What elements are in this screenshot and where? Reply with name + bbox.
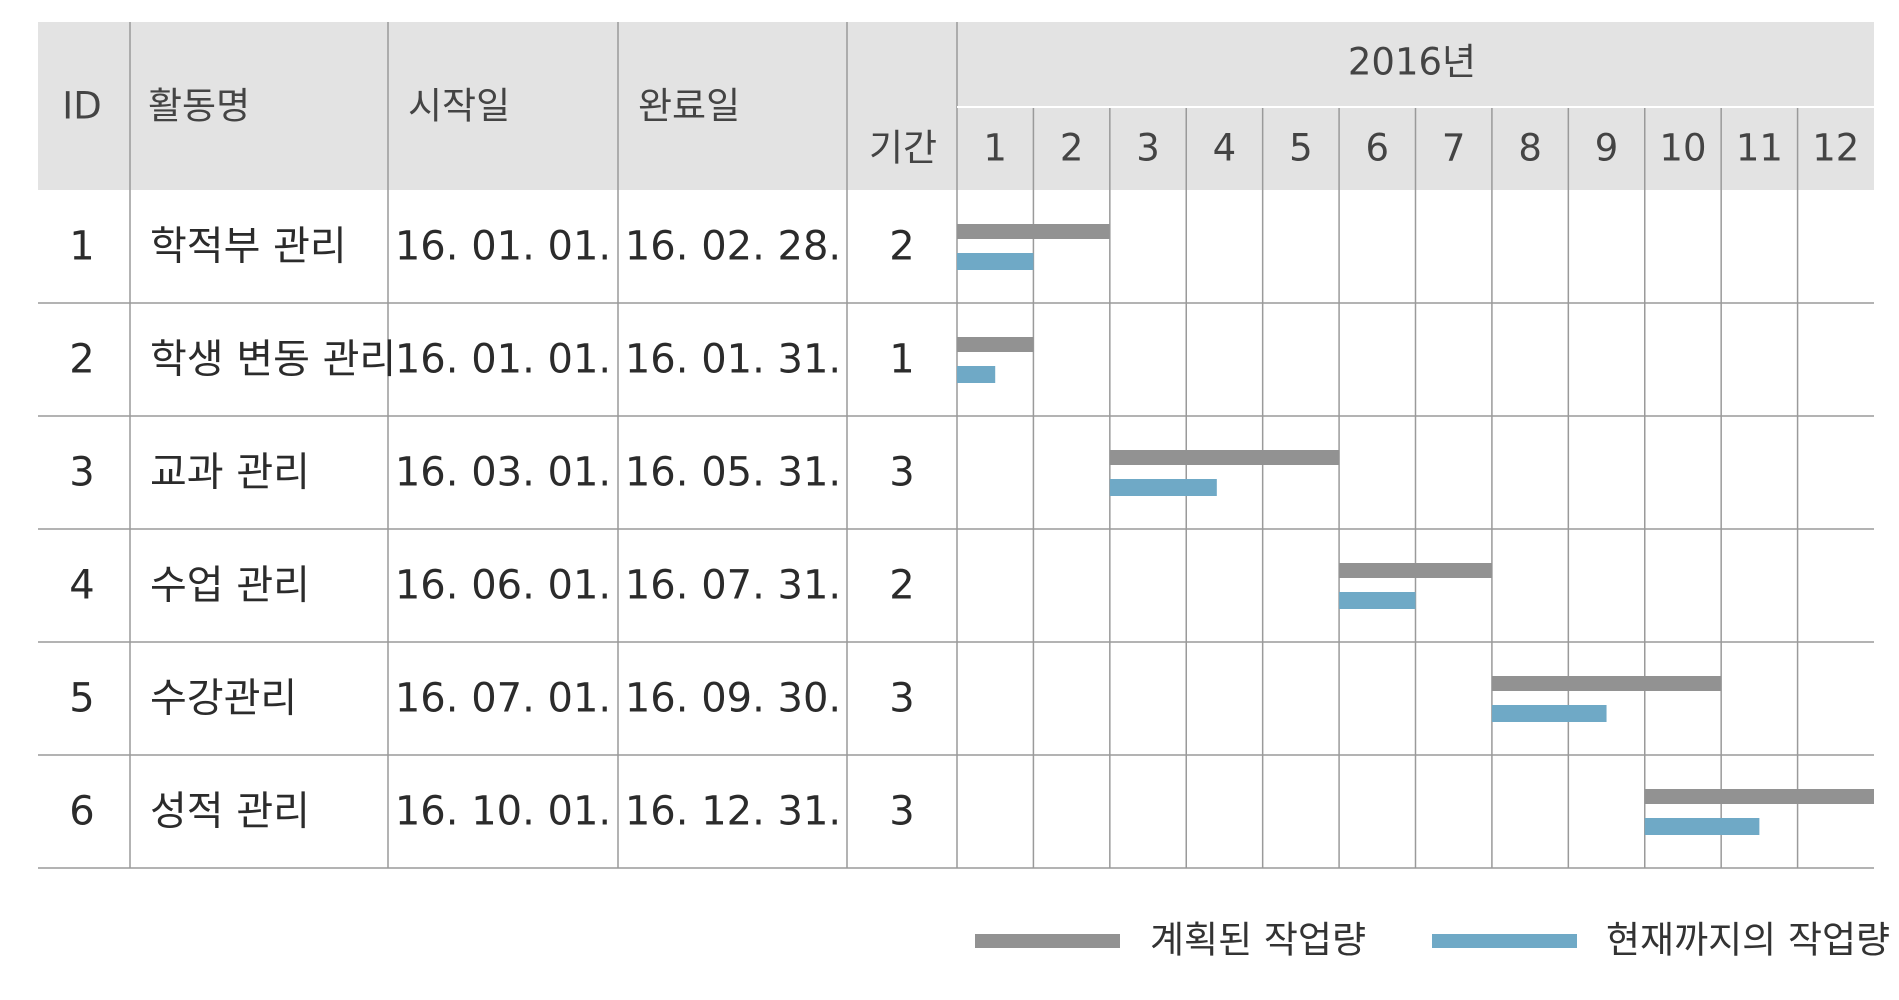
cell-activity-name: 성적 관리 (150, 789, 310, 835)
cell-duration: 3 (889, 450, 914, 496)
month-label: 9 (1595, 127, 1619, 170)
cell-end-date: 16. 05. 31. (625, 450, 841, 496)
month-label: 5 (1289, 127, 1313, 170)
month-label: 7 (1442, 127, 1466, 170)
cell-duration: 3 (889, 676, 914, 722)
cell-start-date: 16. 01. 01. (395, 224, 611, 270)
month-label: 12 (1812, 127, 1859, 170)
cell-end-date: 16. 02. 28. (625, 224, 841, 270)
header-end-date: 완료일 (638, 85, 740, 128)
planned-bar (1491, 676, 1722, 691)
cell-end-date: 16. 09. 30. (625, 676, 841, 722)
month-header-labels: 1 2 3 4 5 6 7 8 9 10 11 12 (983, 127, 1859, 170)
cell-id: 3 (69, 450, 94, 496)
cell-duration: 1 (889, 337, 914, 383)
actual-bar (1109, 479, 1217, 496)
legend-planned-swatch (975, 934, 1120, 948)
actual-bar (1491, 705, 1607, 722)
month-label: 1 (983, 127, 1007, 170)
header-start-date: 시작일 (408, 85, 510, 128)
cell-id: 6 (69, 789, 94, 835)
header-activity-name: 활동명 (148, 85, 250, 128)
cell-duration: 2 (889, 563, 914, 609)
month-label: 10 (1659, 127, 1706, 170)
planned-bar (957, 224, 1110, 239)
month-label: 6 (1366, 127, 1390, 170)
cell-activity-name: 교과 관리 (150, 450, 310, 496)
table-rows: 1 학적부 관리 16. 01. 01. 16. 02. 28. 22 학생 변동 관리1… (69, 224, 914, 835)
cell-start-date: 16. 07. 01. (395, 676, 611, 722)
actual-bar (957, 253, 1034, 270)
cell-end-date: 16. 07. 31. (625, 563, 841, 609)
cell-start-date: 16. 01. 01. (395, 337, 611, 383)
cell-start-date: 16. 06. 01. (395, 563, 611, 609)
cell-duration: 2 (889, 224, 914, 270)
actual-bar (1339, 592, 1416, 609)
legend-planned-label: 계획된 작업량 (1150, 919, 1366, 962)
gantt-bars (957, 224, 1874, 835)
legend-actual-swatch (1432, 934, 1577, 948)
planned-bar (957, 337, 1034, 352)
planned-bar (1644, 789, 1874, 804)
cell-id: 4 (69, 563, 94, 609)
planned-bar (1109, 450, 1340, 465)
cell-id: 5 (69, 676, 94, 722)
month-label: 3 (1136, 127, 1160, 170)
legend: 계획된 작업량 현재까지의 작업량 (975, 919, 1890, 962)
header-id: ID (62, 85, 101, 128)
cell-activity-name: 수업 관리 (150, 563, 310, 609)
cell-id: 2 (69, 337, 94, 383)
cell-end-date: 16. 12. 31. (625, 789, 841, 835)
month-label: 4 (1213, 127, 1237, 170)
table-grid (38, 22, 1874, 869)
actual-bar (1644, 818, 1760, 835)
cell-start-date: 16. 03. 01. (395, 450, 611, 496)
legend-actual-label: 현재까지의 작업량 (1606, 919, 1890, 962)
month-label: 8 (1518, 127, 1542, 170)
cell-start-date: 16. 10. 01. (395, 789, 611, 835)
actual-bar (957, 366, 996, 383)
month-label: 11 (1736, 127, 1783, 170)
header-year: 2016년 (1348, 41, 1476, 84)
header-duration: 기간 (869, 127, 937, 170)
cell-activity-name: 학적부 관리 (150, 224, 347, 270)
month-label: 2 (1060, 127, 1084, 170)
planned-bar (1339, 563, 1492, 578)
cell-duration: 3 (889, 789, 914, 835)
cell-id: 1 (69, 224, 94, 270)
cell-end-date: 16. 01. 31. (625, 337, 841, 383)
cell-activity-name: 수강관리 (150, 676, 297, 722)
cell-activity-name: 학생 변동 관리 (150, 337, 396, 383)
